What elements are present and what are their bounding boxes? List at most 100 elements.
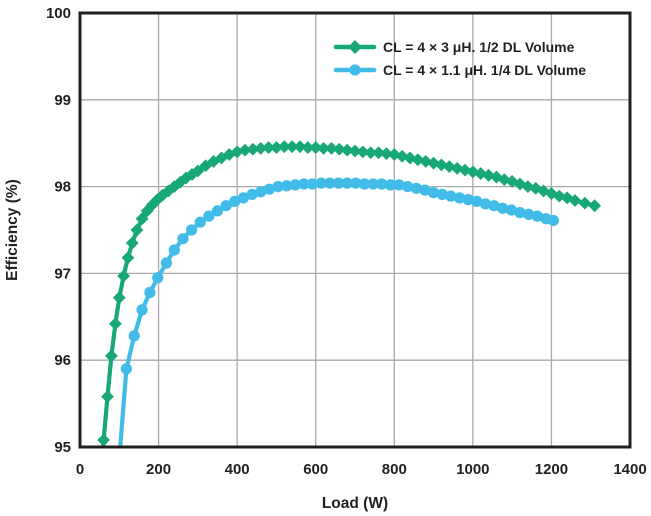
data-point-circle (263, 183, 275, 195)
data-point-circle (177, 233, 189, 245)
data-point-diamond (372, 146, 385, 160)
data-point-circle (128, 330, 140, 342)
y-tick-label-96: 96 (54, 352, 71, 369)
data-point-circle (298, 178, 310, 190)
data-point-diamond (309, 141, 323, 154)
data-point-circle (144, 286, 156, 299)
data-point-diamond (179, 171, 193, 185)
data-point-diamond (199, 159, 213, 173)
x-tick-label-1000: 1000 (456, 461, 489, 478)
y-axis-tick-labels: 95 96 97 98 99 100 (46, 5, 71, 456)
data-point-circle (168, 244, 180, 256)
y-tick-label-97: 97 (54, 265, 71, 282)
data-point-diamond (246, 142, 260, 156)
legend-item-half-volume: CL = 4 × 3 μH. 1/2 DL Volume (333, 39, 575, 55)
data-point-circle (289, 179, 301, 191)
legend-item-quarter-volume: CL = 4 × 1.1 μH. 1/4 DL Volume (333, 62, 586, 78)
data-point-circle (419, 184, 431, 196)
data-point-diamond (387, 148, 401, 161)
data-point-diamond (121, 251, 135, 265)
data-point-diamond (95, 480, 108, 493)
data-point-circle (350, 177, 362, 189)
data-point-circle (246, 188, 258, 201)
data-point-diamond (105, 349, 118, 363)
data-point-diamond (135, 212, 149, 226)
plot-border (78, 11, 632, 449)
data-point-circle (479, 198, 492, 210)
data-point-diamond (317, 142, 330, 155)
data-point-diamond (588, 199, 602, 213)
data-point-circle (185, 224, 198, 236)
data-point-circle (393, 179, 405, 191)
data-point-circle (453, 192, 466, 204)
data-point-circle (376, 178, 388, 190)
gridlines (80, 13, 630, 447)
data-point-diamond (101, 390, 114, 404)
data-point-circle (203, 210, 215, 222)
series-line (101, 144, 597, 447)
data-point-diamond (458, 163, 472, 177)
data-point-diamond (125, 236, 139, 250)
data-point-diamond (145, 198, 159, 212)
data-point-diamond (340, 143, 354, 157)
data-point-diamond (364, 146, 378, 160)
data-point-diamond (254, 142, 268, 155)
data-point-circle (220, 200, 232, 212)
data-point-diamond (167, 180, 181, 193)
data-point-circle (367, 178, 379, 190)
data-point-circle (272, 181, 284, 193)
data-point-diamond (185, 168, 199, 181)
x-axis-label: Load (W) (322, 495, 388, 512)
series-quarter-volume (113, 177, 559, 474)
data-point-circle (113, 463, 124, 474)
data-point-circle (281, 180, 293, 192)
data-point-circle (341, 177, 353, 189)
x-tick-label-400: 400 (225, 461, 250, 478)
data-point-diamond (238, 143, 252, 157)
data-series-group (95, 140, 602, 493)
x-tick-label-1400: 1400 (613, 461, 646, 478)
data-point-diamond (380, 147, 393, 161)
x-tick-label-0: 0 (76, 461, 84, 478)
data-point-circle (324, 177, 336, 189)
data-point-diamond (348, 144, 362, 158)
data-point-diamond (108, 317, 122, 331)
data-point-diamond (356, 145, 370, 159)
data-point-circle (152, 272, 164, 284)
y-tick-label-99: 99 (54, 92, 71, 109)
data-point-circle (211, 205, 224, 217)
data-point-diamond (130, 223, 144, 237)
data-point-diamond (325, 142, 338, 155)
data-point-circle (358, 178, 371, 190)
data-point-diamond (262, 141, 275, 154)
data-point-diamond (285, 140, 299, 154)
data-point-circle (315, 177, 327, 189)
data-point-diamond (578, 196, 592, 210)
data-point-diamond (301, 141, 315, 154)
series-half-volume (95, 140, 602, 493)
data-point-circle (384, 179, 396, 191)
data-point-circle (497, 202, 509, 214)
data-point-diamond (435, 158, 448, 172)
data-point-circle (471, 195, 483, 207)
data-point-circle (306, 178, 319, 190)
legend: CL = 4 × 3 μH. 1/2 DL Volume CL = 4 × 1.… (333, 39, 586, 78)
data-point-diamond (207, 155, 220, 168)
data-point-circle (523, 208, 535, 220)
data-point-circle (160, 257, 173, 269)
data-point-circle (237, 192, 250, 204)
data-point-diamond (403, 151, 417, 165)
data-point-diamond (277, 140, 291, 154)
data-point-diamond (568, 194, 582, 207)
data-point-circle (255, 186, 267, 198)
data-point-diamond (497, 173, 511, 187)
data-point-circle (136, 304, 148, 316)
data-point-circle (514, 207, 526, 219)
data-point-diamond (419, 155, 433, 168)
legend-label-half-volume: CL = 4 × 3 μH. 1/2 DL Volume (383, 39, 575, 55)
x-tick-label-1200: 1200 (535, 461, 568, 478)
data-point-circle (332, 177, 345, 189)
data-point-diamond (112, 291, 126, 305)
